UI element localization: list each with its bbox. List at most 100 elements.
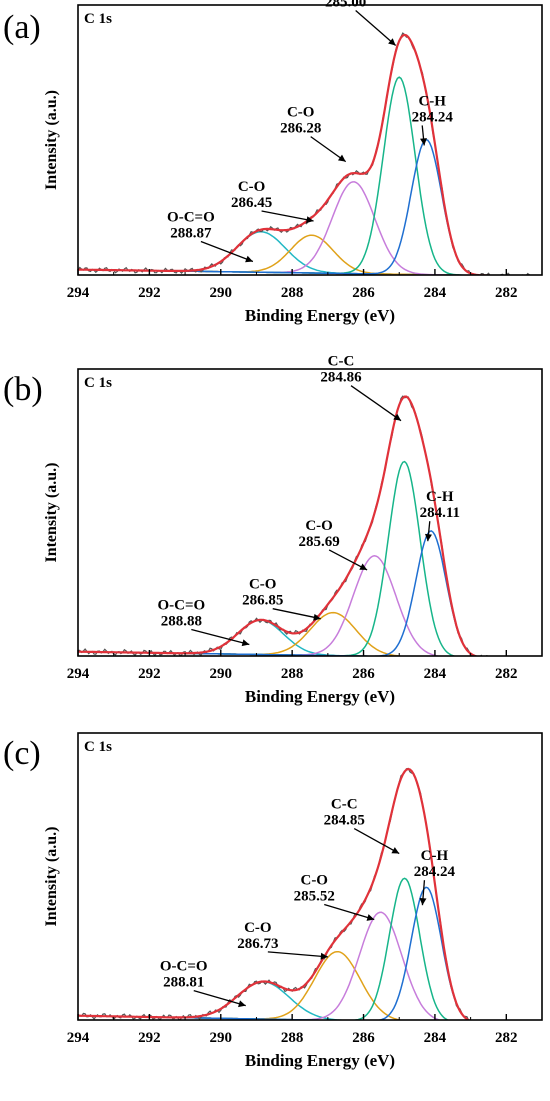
- component-c-h-4: [78, 138, 501, 275]
- annotation-arrow: [324, 903, 375, 921]
- annotation-arrow: [191, 628, 250, 646]
- annotation-arrow: [261, 210, 314, 222]
- x-tick-label: 284: [424, 666, 447, 682]
- panel-c: (c) C 1s 294 292 290 288 286 284 282 Binding Ene…: [3, 732, 543, 1070]
- annotation-name: C-O: [244, 920, 272, 936]
- core-level-label: C 1s: [84, 739, 112, 755]
- fitted-envelope: [78, 33, 523, 275]
- annotation-name: C-O: [287, 105, 315, 121]
- y-axis-label: Intensity (a.u.): [43, 90, 60, 190]
- x-tick-label: 284: [424, 1030, 447, 1046]
- x-axis-label: Binding Energy (eV): [245, 1051, 395, 1070]
- annotation-name: C-H: [426, 489, 454, 505]
- annotation-value: 284.24: [414, 864, 456, 880]
- x-tick-label: 286: [352, 1030, 375, 1046]
- panel-letter: (a): [3, 9, 41, 46]
- arrow-head: [313, 613, 321, 621]
- x-tick-label: 294: [67, 285, 90, 301]
- panel-b: (b) C 1s 294 292 290 288 286 284 282 Binding Ene…: [3, 354, 543, 706]
- annotation-arrow: [193, 990, 246, 1007]
- annotation-name: C-H: [421, 848, 449, 864]
- annotation-value: 288.88: [161, 614, 202, 630]
- x-tick-label: 294: [67, 666, 90, 682]
- annotation-arrow: [267, 951, 328, 958]
- x-tick-label: 288: [281, 666, 304, 682]
- plot-frame: [77, 732, 543, 1021]
- annotation-name: O-C=O: [160, 959, 208, 975]
- arrow-head: [420, 138, 428, 146]
- annotation-name: O-C=O: [157, 598, 205, 614]
- arrow-head: [241, 639, 250, 647]
- annotation-value: 286.73: [237, 936, 278, 952]
- x-tick-label: 282: [495, 666, 518, 682]
- x-axis-label: Binding Energy (eV): [245, 687, 395, 706]
- arrow-head: [337, 154, 346, 162]
- annotation-value: 286.85: [242, 593, 283, 609]
- x-axis-label: Binding Energy (eV): [245, 306, 395, 325]
- annotation-name: C-H: [418, 93, 446, 109]
- annotation-value: 288.87: [170, 226, 212, 242]
- annotation-arrow: [200, 240, 254, 263]
- annotation-value: 285.52: [294, 889, 335, 905]
- annotation-name: C-O: [238, 179, 266, 195]
- core-level-label: C 1s: [84, 375, 112, 391]
- arrow-head: [359, 563, 368, 570]
- x-tick-label: 292: [138, 285, 161, 301]
- panel-letter: (b): [3, 371, 43, 408]
- plot-frame: [77, 4, 543, 276]
- annotation-name: C-O: [305, 518, 333, 534]
- annotation-value: 286.45: [231, 195, 272, 211]
- annotation-arrow: [328, 549, 368, 571]
- y-axis-label: Intensity (a.u.): [43, 462, 60, 562]
- component-c-h-4: [78, 530, 478, 656]
- annotation-value: 284.86: [320, 370, 362, 386]
- annotation-value: 288.81: [163, 975, 204, 991]
- arrow-head: [391, 847, 400, 854]
- x-tick-label: 292: [138, 666, 161, 682]
- x-tick-label: 290: [210, 285, 233, 301]
- core-level-label: C 1s: [84, 11, 112, 27]
- annotation-arrow: [310, 136, 347, 163]
- annotation-value: 286.28: [280, 121, 321, 137]
- x-tick-label: 288: [281, 1030, 304, 1046]
- annotation-value: 285.69: [298, 534, 339, 550]
- x-tick-label: 282: [495, 285, 518, 301]
- x-tick-label: 286: [352, 666, 375, 682]
- plot-frame: [77, 368, 543, 657]
- arrow-head: [424, 533, 432, 542]
- annotation-arrow: [355, 10, 397, 46]
- curves: [78, 32, 542, 275]
- annotation-name: O-C=O: [167, 210, 215, 226]
- arrow-head: [320, 952, 328, 960]
- annotation-value: 285.00: [325, 0, 366, 11]
- fitted-envelope: [78, 767, 471, 1020]
- component-c-o-2: [78, 911, 443, 1020]
- arrow-head: [238, 1000, 246, 1008]
- annotation-name: C-O: [300, 873, 328, 889]
- x-tick-label: 288: [281, 285, 304, 301]
- panel-a: (a) C 1s 294 292 290 288 286 284 282 Binding Ene…: [3, 0, 543, 325]
- arrow-head: [245, 255, 253, 263]
- arrow-head: [419, 897, 427, 906]
- x-tick-label: 290: [210, 1030, 233, 1046]
- raw-spectrum: [78, 32, 542, 275]
- annotation-value: 284.85: [324, 813, 365, 829]
- annotation-name: C-O: [249, 577, 277, 593]
- component-c-o-2: [78, 181, 501, 275]
- x-tick-label: 286: [352, 285, 375, 301]
- fitted-envelope: [78, 395, 480, 656]
- component-c-o-2: [78, 555, 443, 656]
- panel-letter: (c): [3, 735, 41, 772]
